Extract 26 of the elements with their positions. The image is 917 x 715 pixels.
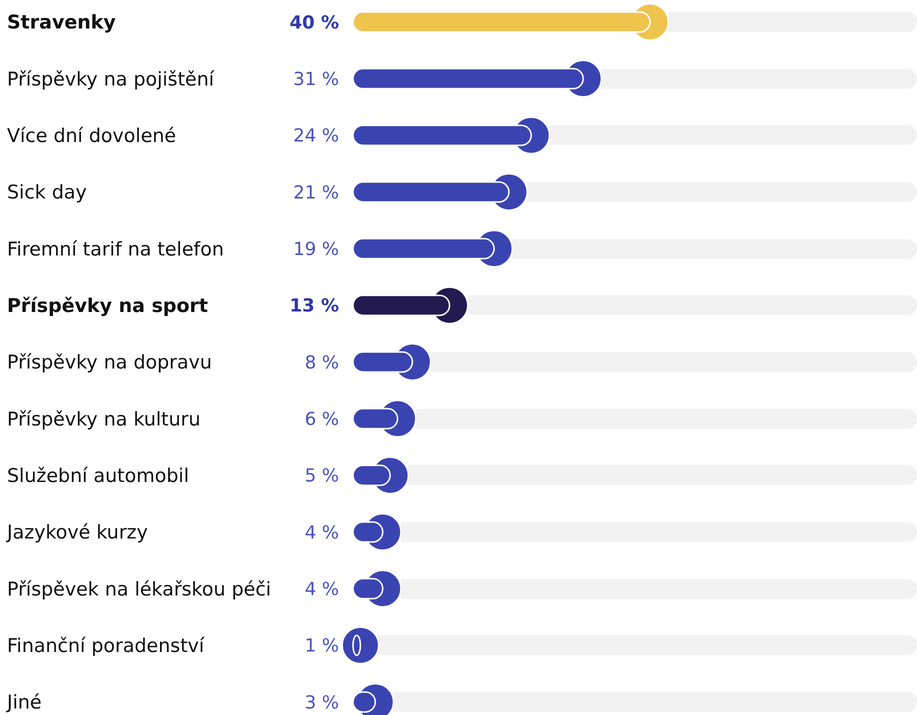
data-label: 13 % [290,296,339,317]
data-label: 40 % [290,12,339,34]
y-tick-label: Jazykové kurzy [6,522,148,544]
y-tick-label: Služební automobil [7,464,189,487]
data-label: 4 % [304,578,339,600]
data-label: 3 % [304,692,339,714]
y-tick-label: Příspěvky na kulturu [7,408,201,430]
data-label: 24 % [293,126,339,147]
data-label: 6 % [304,408,339,430]
data-label: 8 % [304,352,339,374]
data-label: 21 % [293,182,339,204]
y-tick-label: Příspěvek na lékařskou péči [7,578,272,600]
data-label: 5 % [304,466,339,487]
y-tick-label: Příspěvky na dopravu [7,352,212,374]
y-tick-label: Finanční poradenství [7,634,205,657]
y-tick-label: Sick day [7,182,87,204]
data-label: 31 % [293,68,339,90]
data-label: 4 % [304,522,339,544]
y-tick-label: Příspěvky na sport [7,294,208,317]
data-label: 1 % [304,636,339,657]
y-tick-label: Více dní dovolené [7,124,176,147]
y-tick-label: Příspěvky na pojištění [7,68,215,90]
y-tick-label: Firemní tarif na telefon [7,238,224,260]
y-tick-label: Jiné [6,692,42,714]
y-tick-label: Stravenky [7,12,116,34]
data-label: 19 % [293,238,339,260]
